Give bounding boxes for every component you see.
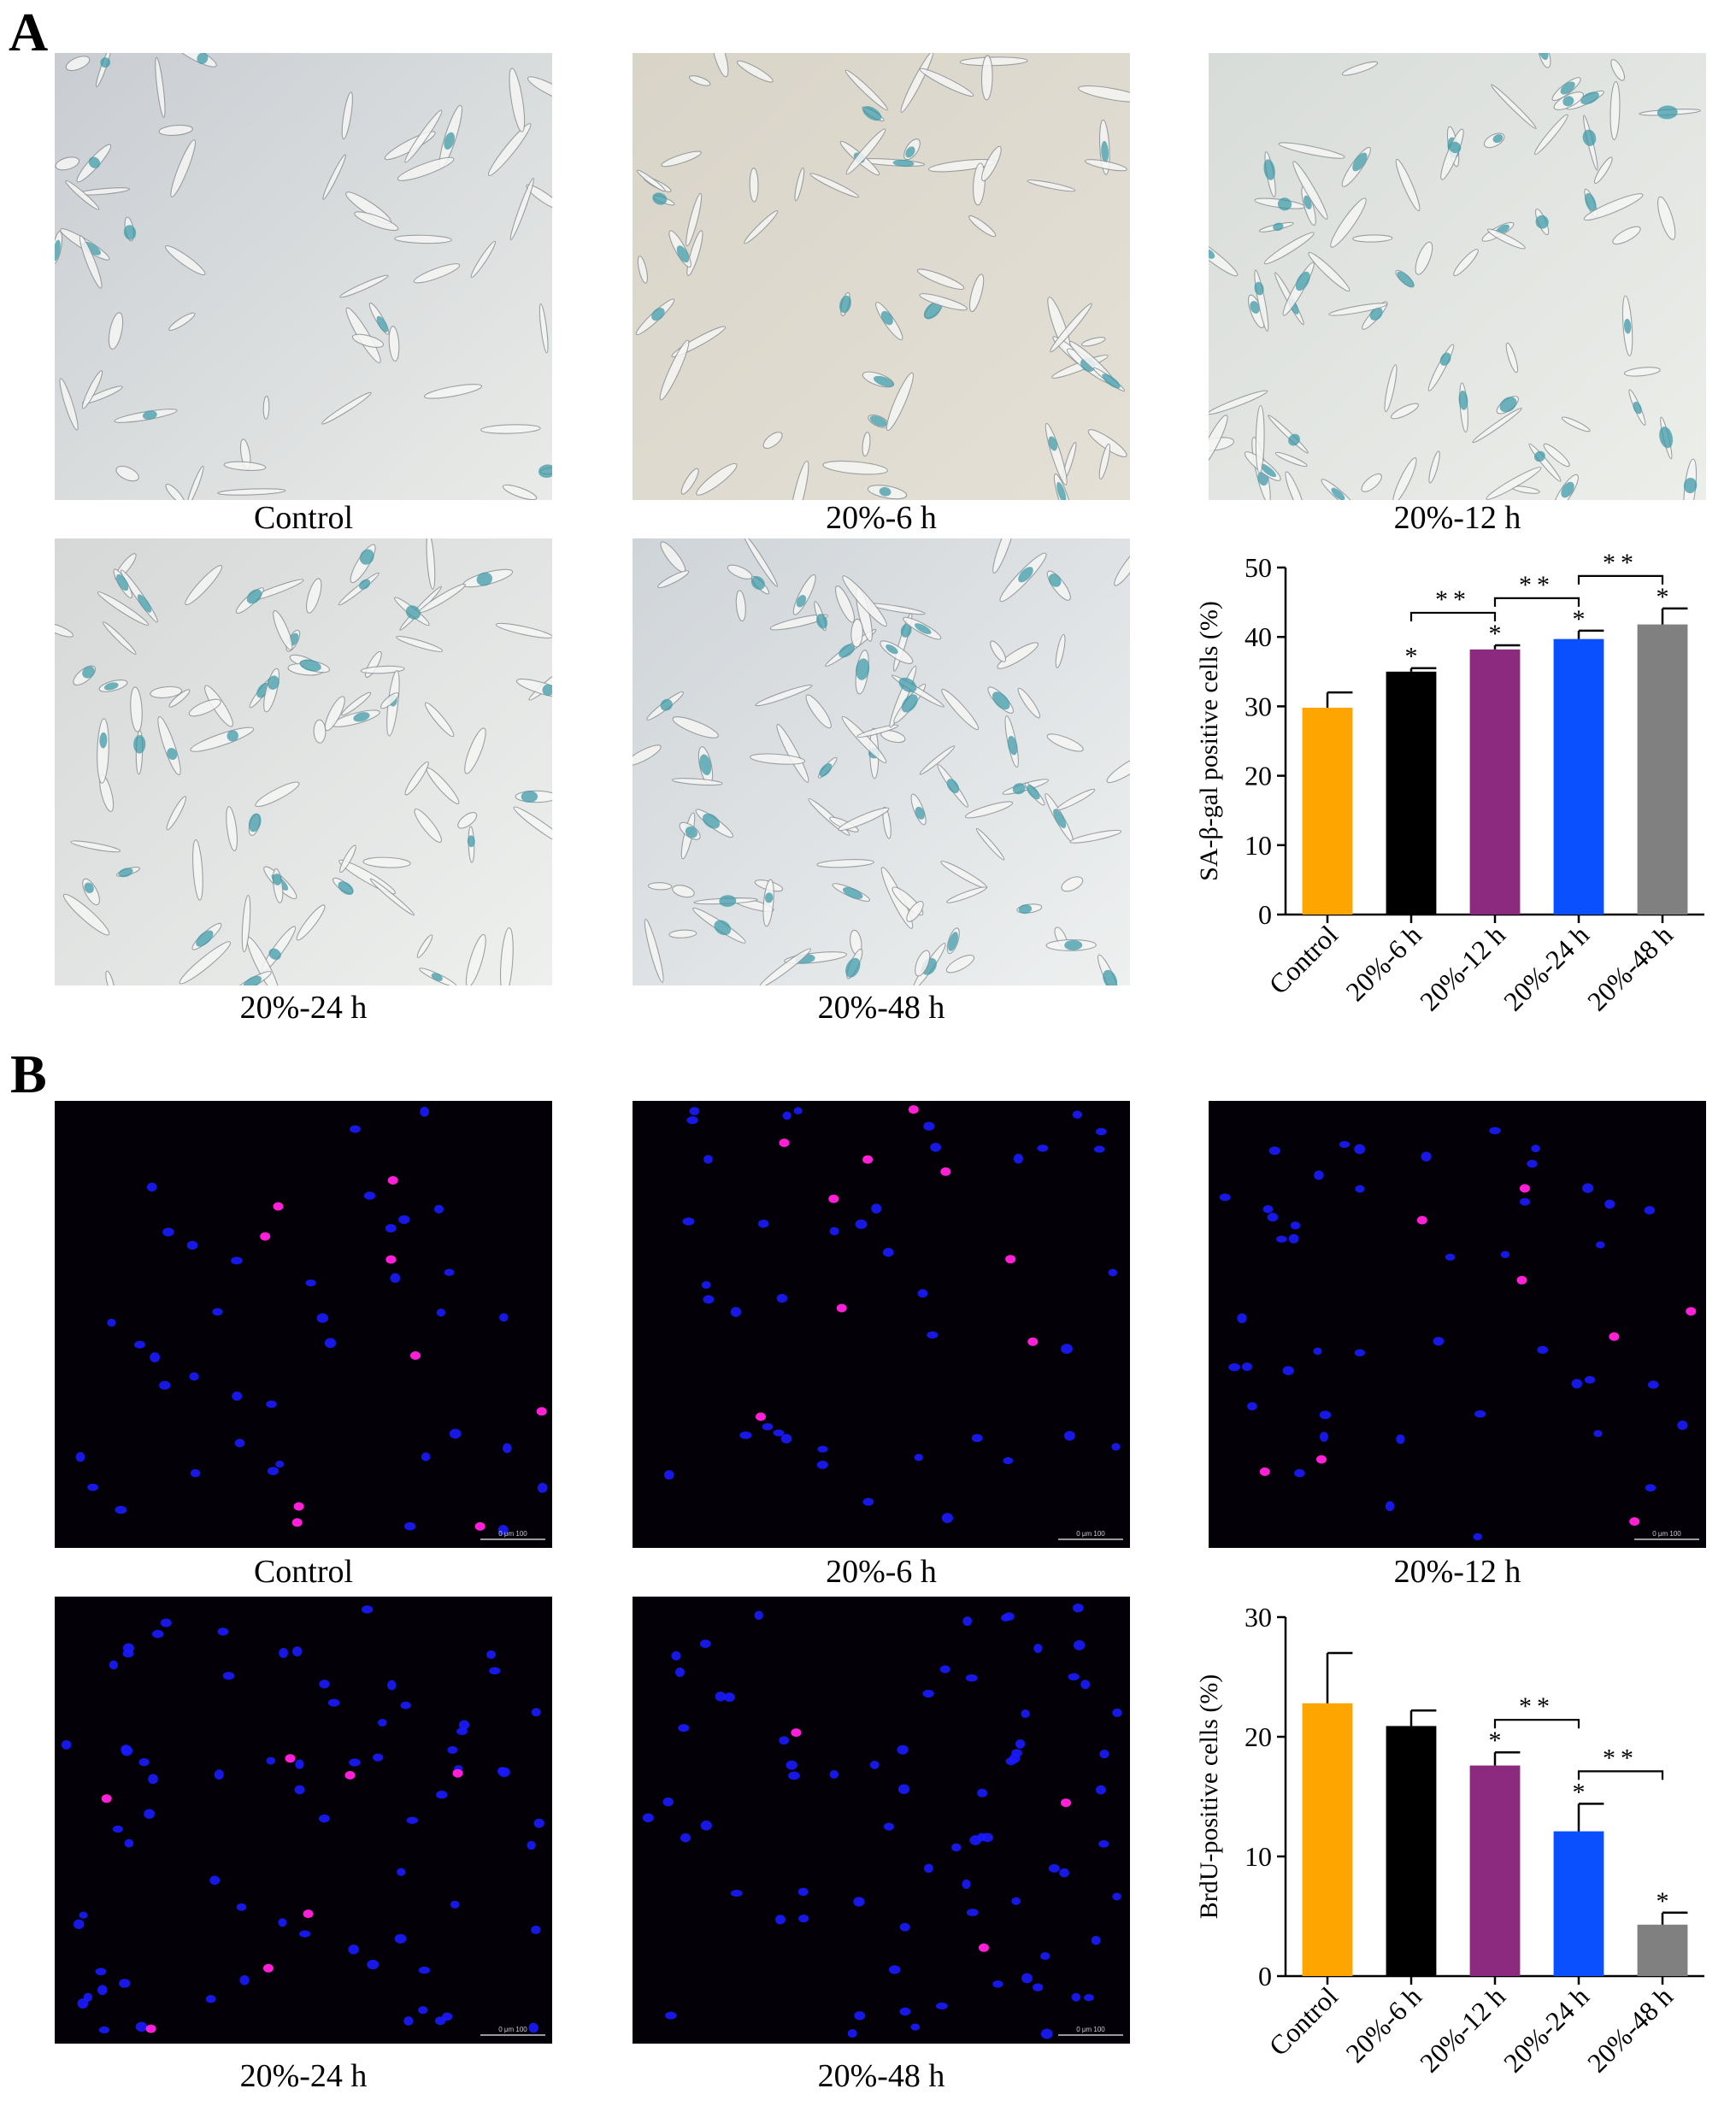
significance-bracket bbox=[1493, 597, 1580, 607]
bar bbox=[1553, 638, 1604, 915]
x-tick-label: Control bbox=[1262, 919, 1344, 1000]
bar bbox=[1302, 1703, 1353, 1976]
scale-bar-label: 0 μm 100 bbox=[498, 1530, 527, 1538]
x-tick-label: 20%-12 h bbox=[1414, 1980, 1511, 2078]
x-tick-label: 20%-48 h bbox=[1581, 1980, 1679, 2078]
y-tick-label: 10 bbox=[1245, 830, 1272, 861]
caption-a-6h: 20%-6 h bbox=[826, 500, 937, 536]
scale-bar-label: 0 μm 100 bbox=[1076, 1530, 1105, 1538]
y-axis-label: BrdU-positive cells (%) bbox=[1195, 1674, 1223, 1920]
panel-b-letter: B bbox=[10, 1044, 47, 1104]
x-tick-label: 20%-48 h bbox=[1581, 919, 1679, 1016]
y-tick-label: 40 bbox=[1245, 621, 1272, 652]
x-tick-label: 20%-24 h bbox=[1498, 919, 1595, 1016]
scale-bar-label: 0 μm 100 bbox=[1652, 1530, 1681, 1538]
significance-mark: * bbox=[1489, 1727, 1502, 1755]
x-tick-label: Control bbox=[1262, 1980, 1344, 2062]
bracket-label: ** bbox=[1603, 1744, 1639, 1772]
bar bbox=[1637, 624, 1688, 915]
y-tick-label: 0 bbox=[1258, 899, 1272, 930]
scale-bar-label: 0 μm 100 bbox=[1076, 2026, 1105, 2033]
significance-mark: * bbox=[1657, 583, 1669, 611]
bracket-label: ** bbox=[1435, 585, 1471, 614]
y-tick-label: 30 bbox=[1245, 1602, 1272, 1633]
scale-bar-label: 0 μm 100 bbox=[498, 2026, 527, 2033]
micrograph-a-24h bbox=[55, 538, 552, 985]
caption-b-control: Control bbox=[253, 1554, 354, 1590]
brdu-chart: 0 10 20 30 BrdU-positive cells (%) Control 20%… bbox=[1162, 1600, 1727, 2096]
y-tick-label: 10 bbox=[1245, 1841, 1272, 1872]
bar bbox=[1553, 1831, 1604, 1976]
significance-mark: * bbox=[1489, 620, 1502, 648]
significance-bracket bbox=[1577, 574, 1664, 585]
micrograph-a-control bbox=[55, 53, 552, 500]
significance-bracket bbox=[1409, 611, 1497, 621]
micrograph-b-48h: 0 μm 100 bbox=[633, 1597, 1130, 2044]
caption-a-24h: 20%-24 h bbox=[239, 990, 368, 1026]
caption-b-24h: 20%-24 h bbox=[239, 2058, 368, 2094]
bar bbox=[1302, 708, 1353, 915]
y-tick-label: 20 bbox=[1245, 761, 1272, 791]
caption-b-48h: 20%-48 h bbox=[817, 2058, 945, 2094]
caption-b-12h: 20%-12 h bbox=[1393, 1554, 1521, 1590]
micrograph-a-12h bbox=[1209, 53, 1706, 500]
x-tick-label: 20%-12 h bbox=[1414, 919, 1511, 1016]
caption-a-48h: 20%-48 h bbox=[817, 990, 945, 1026]
significance-bracket bbox=[1577, 1770, 1664, 1780]
micrograph-b-control: 0 μm 100 bbox=[55, 1101, 552, 1548]
bracket-label: ** bbox=[1519, 1692, 1555, 1721]
panel-a-letter: A bbox=[9, 2, 49, 62]
significance-mark: * bbox=[1573, 605, 1586, 633]
bar bbox=[1386, 671, 1437, 915]
significance-mark: * bbox=[1405, 643, 1418, 671]
x-tick-label: 20%-24 h bbox=[1498, 1980, 1595, 2078]
significance-mark: * bbox=[1573, 1778, 1586, 1806]
bar bbox=[1469, 649, 1521, 915]
significance-mark: * bbox=[1657, 1887, 1669, 1915]
micrograph-b-6h: 0 μm 100 bbox=[633, 1101, 1130, 1548]
bar bbox=[1637, 1924, 1688, 1976]
caption-b-6h: 20%-6 h bbox=[826, 1554, 937, 1590]
bar bbox=[1386, 1726, 1437, 1976]
sa-beta-gal-chart: 0 10 20 30 40 50 SA-β-gal positive cells (%) Co… bbox=[1162, 547, 1727, 1026]
y-tick-label: 0 bbox=[1258, 1961, 1272, 1991]
micrograph-a-48h bbox=[633, 538, 1130, 985]
caption-a-12h: 20%-12 h bbox=[1393, 500, 1521, 536]
bracket-label: ** bbox=[1603, 549, 1639, 577]
caption-a-control: Control bbox=[253, 500, 354, 536]
bar bbox=[1469, 1765, 1521, 1976]
micrograph-b-12h: 0 μm 100 bbox=[1209, 1101, 1706, 1548]
micrograph-b-24h: 0 μm 100 bbox=[55, 1597, 552, 2044]
significance-bracket bbox=[1493, 1719, 1580, 1729]
y-tick-label: 20 bbox=[1245, 1721, 1272, 1752]
micrograph-a-6h bbox=[633, 53, 1130, 500]
bracket-label: ** bbox=[1519, 571, 1555, 599]
y-axis-label: SA-β-gal positive cells (%) bbox=[1195, 601, 1223, 881]
y-tick-label: 50 bbox=[1245, 552, 1272, 583]
y-tick-label: 30 bbox=[1245, 691, 1272, 721]
